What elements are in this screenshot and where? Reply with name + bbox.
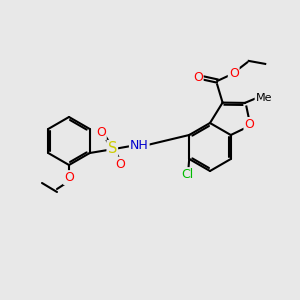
Text: O: O <box>64 171 74 184</box>
Text: Cl: Cl <box>182 168 194 181</box>
Text: Me: Me <box>256 92 272 103</box>
Text: O: O <box>116 158 126 171</box>
Text: NH: NH <box>130 139 149 152</box>
Text: S: S <box>108 141 117 156</box>
Text: O: O <box>244 118 254 131</box>
Text: O: O <box>229 67 238 80</box>
Text: O: O <box>96 126 106 140</box>
Text: O: O <box>193 71 202 84</box>
